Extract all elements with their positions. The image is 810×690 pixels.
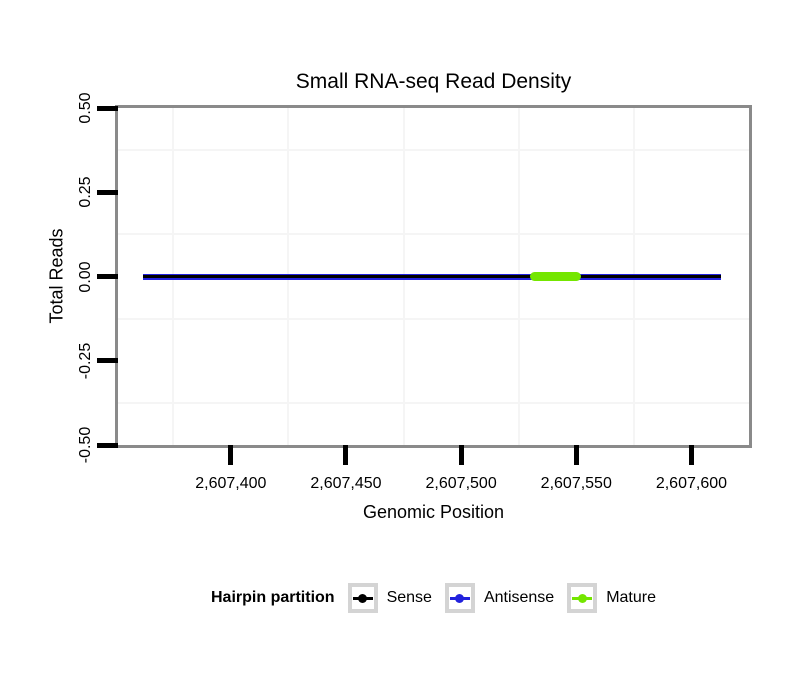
plot-panel-border <box>115 105 752 448</box>
legend-key-dot <box>455 593 465 603</box>
x-tick-label: 2,607,400 <box>195 475 267 492</box>
y-tick-label: -0.50 <box>77 426 94 464</box>
series-mature-line <box>530 272 581 281</box>
legend-item-antisense: Antisense <box>444 583 555 613</box>
y-tick-label: 0.25 <box>77 176 94 208</box>
series-sense-line <box>143 275 722 278</box>
plot-panel <box>118 108 749 445</box>
x-axis-tick <box>458 445 464 465</box>
legend-item-mature: Mature <box>567 583 656 613</box>
y-axis-tick <box>97 442 118 448</box>
chart-title: Small RNA-seq Read Density <box>295 70 572 93</box>
legend: Hairpin partition Sense Antisense Mature <box>118 582 749 614</box>
y-tick-label: 0.00 <box>77 260 94 293</box>
legend-key-sense-icon <box>347 583 378 613</box>
y-axis-title: Total Reads <box>46 228 67 324</box>
legend-key-dot <box>577 593 587 603</box>
x-tick-label: 2,607,550 <box>540 475 612 492</box>
legend-key-dot <box>358 593 368 603</box>
y-axis-tick <box>97 189 118 195</box>
x-tick-label: 2,607,600 <box>655 475 728 492</box>
x-axis-tick <box>343 445 349 465</box>
y-tick-label: -0.25 <box>77 342 94 379</box>
x-tick-label: 2,607,500 <box>425 475 497 492</box>
y-axis-tick <box>97 274 118 279</box>
x-axis-tick <box>228 445 234 465</box>
x-axis-tick <box>573 445 579 465</box>
y-minor-gridline <box>118 149 749 152</box>
legend-label-sense: Sense <box>386 589 432 606</box>
y-minor-gridline <box>118 317 749 320</box>
y-tick-label: 0.50 <box>77 92 94 124</box>
legend-title: Hairpin partition <box>211 589 335 606</box>
x-axis-title: Genomic Position <box>362 502 505 522</box>
legend-item-sense: Sense <box>347 583 432 613</box>
legend-label-antisense: Antisense <box>483 589 555 606</box>
y-minor-gridline <box>118 401 749 404</box>
y-axis-tick <box>97 358 118 364</box>
x-axis-tick <box>688 445 694 465</box>
x-tick-label: 2,607,450 <box>310 475 382 492</box>
legend-key-antisense-icon <box>444 583 475 613</box>
y-minor-gridline <box>118 233 749 236</box>
legend-label-mature: Mature <box>606 589 656 606</box>
y-axis-tick <box>97 105 118 111</box>
legend-key-mature-icon <box>567 583 598 613</box>
